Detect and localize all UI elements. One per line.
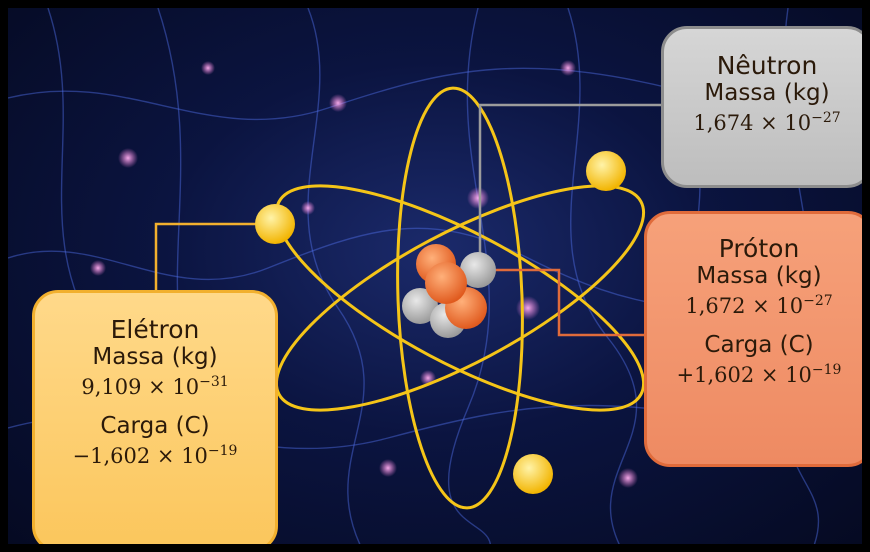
electron-particle bbox=[513, 454, 553, 494]
neutron-name: Nêutron bbox=[716, 51, 818, 80]
electron-charge-value: −1,602 × 10−19 bbox=[72, 443, 238, 468]
proton-card: Próton Massa (kg) 1,672 × 10−27 Carga (C… bbox=[644, 211, 862, 467]
orbit-ring bbox=[396, 86, 524, 510]
orbit-ring bbox=[274, 184, 646, 412]
neutron-connector-line bbox=[478, 103, 661, 256]
electron-card: Elétron Massa (kg) 9,109 × 10−31 Carga (… bbox=[32, 290, 278, 544]
electron-charge-label: Carga (C) bbox=[100, 413, 210, 439]
electron-mass-value: 9,109 × 10−31 bbox=[81, 374, 229, 399]
electron-particle bbox=[586, 151, 626, 191]
proton-charge-label: Carga (C) bbox=[704, 332, 814, 358]
electron-orbits bbox=[274, 86, 646, 510]
neutron-mass-value: 1,674 × 10−27 bbox=[693, 110, 841, 135]
neutron-particle bbox=[402, 288, 438, 324]
atom-illustration bbox=[154, 86, 661, 510]
electron-mass-label: Massa (kg) bbox=[92, 344, 218, 370]
neutron-particle bbox=[460, 252, 496, 288]
proton-connector-line bbox=[470, 268, 644, 337]
proton-name: Próton bbox=[718, 234, 800, 263]
neutron-mass-label: Massa (kg) bbox=[704, 80, 830, 106]
proton-mass-value: 1,672 × 10−27 bbox=[685, 293, 833, 318]
nucleus bbox=[402, 244, 496, 338]
electrons bbox=[255, 151, 626, 494]
proton-mass-label: Massa (kg) bbox=[696, 263, 822, 289]
electron-name: Elétron bbox=[110, 315, 200, 344]
proton-particle bbox=[425, 262, 467, 304]
orbit-ring bbox=[274, 184, 646, 412]
electron-particle bbox=[255, 204, 295, 244]
proton-charge-value: +1,602 × 10−19 bbox=[676, 362, 842, 387]
neutron-card: Nêutron Massa (kg) 1,674 × 10−27 bbox=[661, 26, 862, 188]
electron-connector-line bbox=[154, 222, 275, 290]
